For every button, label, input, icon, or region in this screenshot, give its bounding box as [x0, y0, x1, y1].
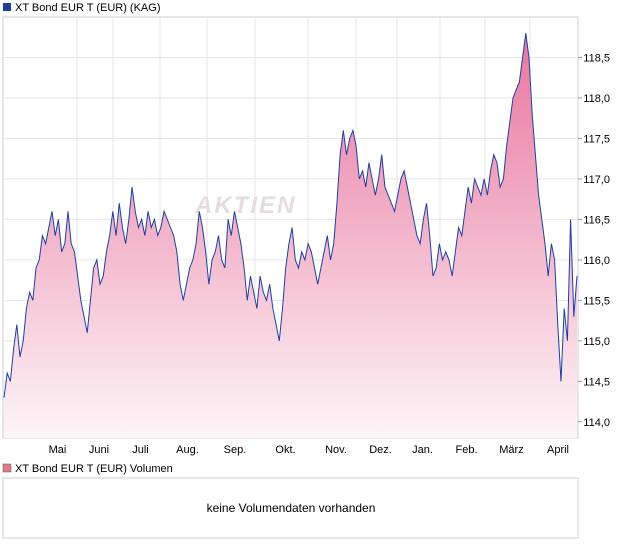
x-tick-label: Jan. — [412, 444, 433, 456]
y-tick-label: 118,5 — [583, 52, 610, 64]
volume-legend-swatch — [2, 463, 12, 473]
x-tick-label: Mai — [49, 444, 67, 456]
x-tick-label: März — [499, 444, 523, 456]
x-tick-label: April — [547, 444, 569, 456]
x-tick-label: Aug. — [176, 444, 199, 456]
y-tick-label: 117,0 — [583, 174, 610, 186]
y-tick-label: 117,5 — [583, 133, 610, 145]
x-tick-label: Okt. — [275, 444, 295, 456]
x-tick-label: Nov. — [325, 444, 347, 456]
x-tick-label: Sep. — [224, 444, 247, 456]
x-tick-label: Feb. — [455, 444, 477, 456]
price-line — [3, 33, 578, 398]
x-tick-label: Juni — [89, 444, 109, 456]
y-tick-label: 116,0 — [583, 255, 610, 267]
y-tick-label: 114,5 — [583, 376, 610, 388]
volume-no-data-message: keine Volumendaten vorhanden — [207, 501, 376, 515]
watermark-text: AKTIEN — [194, 192, 296, 219]
y-tick-label: 114,0 — [583, 417, 610, 429]
x-tick-label: Juli — [132, 444, 149, 456]
x-tick-label: Dez. — [369, 444, 392, 456]
price-legend-swatch — [3, 3, 11, 11]
y-tick-label: 115,5 — [583, 295, 610, 307]
x-axis-ticks: Mai Juni Juli Aug. Sep. Okt. Nov. Dez. Jan. Feb. M… — [49, 444, 569, 456]
volume-plot-frame — [2, 477, 579, 539]
y-axis-ticks: 114,0 114,5 115,0 115,5 116,0 116,5 117,0 117,5… — [578, 52, 610, 429]
y-tick-label: 116,5 — [583, 214, 610, 226]
y-tick-label: 118,0 — [583, 93, 610, 105]
volume-legend-label: XT Bond EUR T (EUR) Volumen — [15, 463, 173, 475]
price-legend-label: XT Bond EUR T (EUR) (KAG) — [15, 2, 160, 14]
price-area-series — [3, 33, 578, 438]
y-tick-label: 115,0 — [583, 336, 610, 348]
